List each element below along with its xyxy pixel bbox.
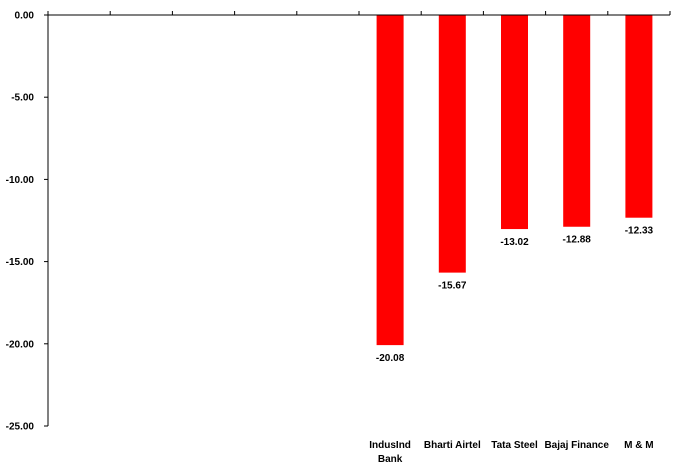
bar: [438, 15, 466, 273]
bar: [625, 15, 653, 218]
category-labels: IndusInd Bank Bharti Airtel Tata Steel Bajaj…: [369, 440, 653, 465]
category-label: M & M: [624, 440, 653, 451]
bar-value-label: -12.33: [625, 226, 654, 237]
bar: [563, 15, 591, 227]
category-label: Bajaj Finance: [544, 440, 609, 451]
y-tick-label: -10.00: [6, 175, 35, 186]
y-tick-label: -20.00: [6, 339, 35, 350]
y-tick-label: 0.00: [15, 11, 35, 22]
category-label: IndusInd: [369, 440, 411, 451]
category-label: Bank: [378, 454, 403, 465]
category-label: Tata Steel: [491, 440, 538, 451]
x-axis-ticks: [47, 11, 671, 15]
bar: [376, 15, 404, 346]
bar-value-label: -20.08: [376, 353, 405, 364]
y-axis-ticks: 0.00 -5.00 -10.00 -15.00 -20.00 -25.00: [6, 11, 48, 433]
data-labels: -20.08 -15.67 -13.02 -12.88 -12.33: [376, 226, 654, 364]
bar: [501, 15, 528, 230]
bar-value-label: -12.88: [563, 235, 592, 246]
y-tick-label: -15.00: [6, 257, 35, 268]
bar-value-label: -15.67: [438, 281, 467, 292]
bar-value-label: -13.02: [500, 237, 529, 248]
category-label: Bharti Airtel: [424, 440, 481, 451]
y-tick-label: -5.00: [11, 93, 34, 104]
y-tick-label: -25.00: [6, 422, 35, 433]
bars: [376, 15, 653, 346]
